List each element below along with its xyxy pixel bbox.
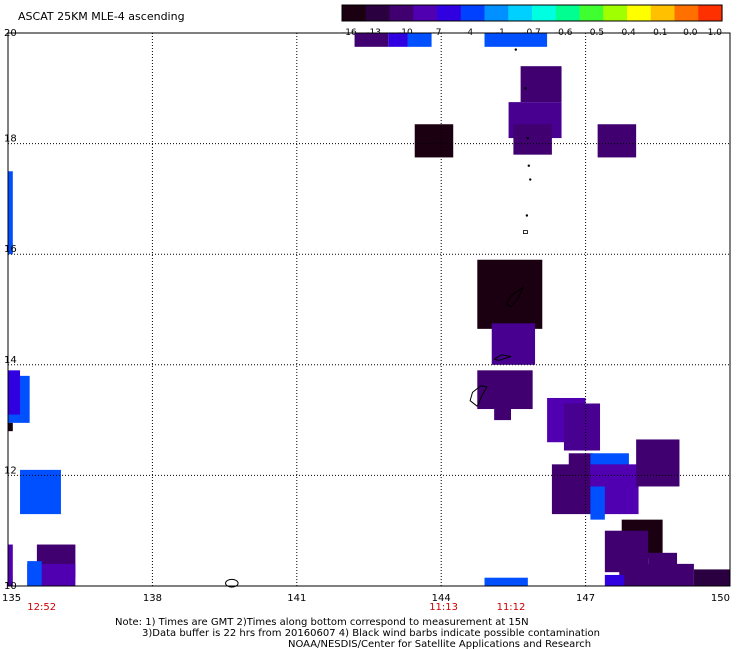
pass-time-label: 11:12 xyxy=(497,602,526,613)
wind-cell xyxy=(590,486,605,520)
island-outline xyxy=(493,354,512,361)
island-dot xyxy=(525,214,529,217)
wind-cell xyxy=(568,453,593,481)
island-dot xyxy=(529,178,532,181)
wind-cell xyxy=(8,544,13,586)
wind-cell xyxy=(520,66,562,103)
wind-cell xyxy=(494,392,511,421)
wind-cell xyxy=(563,403,601,451)
lon-tick-label: 150 xyxy=(711,593,730,604)
colorbar-segment xyxy=(413,5,438,21)
colorbar-segment xyxy=(365,5,391,21)
lat-tick-label: 16 xyxy=(4,244,17,255)
wind-cell xyxy=(27,561,42,586)
colorbar-segment xyxy=(650,5,676,21)
note-line-1: Note: 1) Times are GMT 2)Times along bot… xyxy=(115,617,529,628)
island-outline xyxy=(469,385,488,407)
wind-cell xyxy=(354,33,389,47)
colorbar-segment xyxy=(508,5,533,21)
colorbar-segment xyxy=(389,5,414,21)
lon-tick-label: 135 xyxy=(2,593,21,604)
colorbar-segment xyxy=(460,5,486,21)
wind-cell xyxy=(484,577,528,586)
island-outline xyxy=(523,230,528,234)
colorbar-segment xyxy=(579,5,604,21)
wind-cell xyxy=(8,370,21,415)
wind-cell xyxy=(20,469,61,515)
wind-cell xyxy=(604,574,625,586)
colorbar-segment xyxy=(674,5,699,21)
island-dot xyxy=(527,164,531,167)
colorbar-segment xyxy=(484,5,509,21)
colorbar-segment xyxy=(342,5,367,21)
wind-cell xyxy=(693,569,730,586)
lat-tick-label: 10 xyxy=(4,581,17,592)
island-outline xyxy=(225,578,239,588)
colorbar xyxy=(341,4,723,22)
wind-cell xyxy=(8,171,13,255)
wind-cell xyxy=(8,422,13,432)
wind-cell xyxy=(636,439,680,487)
lat-tick-label: 20 xyxy=(4,28,17,39)
wind-cell xyxy=(491,323,536,365)
colorbar-segment xyxy=(437,5,462,21)
pass-time-label: 12:52 xyxy=(27,602,56,613)
wind-cell xyxy=(407,33,432,47)
island-outline xyxy=(505,285,525,308)
colorbar-segment xyxy=(627,5,652,21)
lon-tick-labels: 135 138 141 144 147 150 xyxy=(2,593,730,604)
lat-tick-labels: 10 12 14 16 18 20 xyxy=(4,28,17,592)
pass-time-labels: 12:52 11:13 11:12 xyxy=(27,602,525,613)
lat-tick-label: 18 xyxy=(4,134,17,145)
island-dot xyxy=(526,136,530,140)
lon-tick-label: 138 xyxy=(143,593,162,604)
note-line-3: NOAA/NESDIS/Center for Satellite Applica… xyxy=(288,639,591,650)
wind-cells xyxy=(8,33,730,586)
colorbar-segment xyxy=(603,5,628,21)
wind-cell xyxy=(619,563,694,586)
lon-tick-label: 144 xyxy=(432,593,451,604)
wind-cell xyxy=(597,124,637,158)
wind-cell xyxy=(484,33,548,47)
lat-tick-label: 12 xyxy=(4,465,17,476)
wind-cell xyxy=(388,33,408,47)
lon-tick-label: 147 xyxy=(576,593,595,604)
lat-tick-label: 14 xyxy=(4,355,17,366)
pass-time-label: 11:13 xyxy=(429,602,458,613)
map-title: ASCAT 25KM MLE-4 ascending xyxy=(18,10,185,23)
island-dot xyxy=(514,48,518,51)
coastlines xyxy=(225,48,532,588)
colorbar-segment xyxy=(698,5,723,21)
colorbar-segment xyxy=(555,5,581,21)
wind-cell xyxy=(513,124,552,155)
island-dot xyxy=(524,87,527,90)
colorbar-segment xyxy=(532,5,557,21)
wind-cell xyxy=(414,124,454,158)
colorbar-border xyxy=(341,4,723,22)
gridlines xyxy=(8,33,730,586)
note-line-2: 3)Data buffer is 22 hrs from 20160607 4)… xyxy=(142,628,600,639)
lon-tick-label: 141 xyxy=(287,593,306,604)
map-frame xyxy=(7,32,731,587)
wind-cell xyxy=(477,259,543,329)
